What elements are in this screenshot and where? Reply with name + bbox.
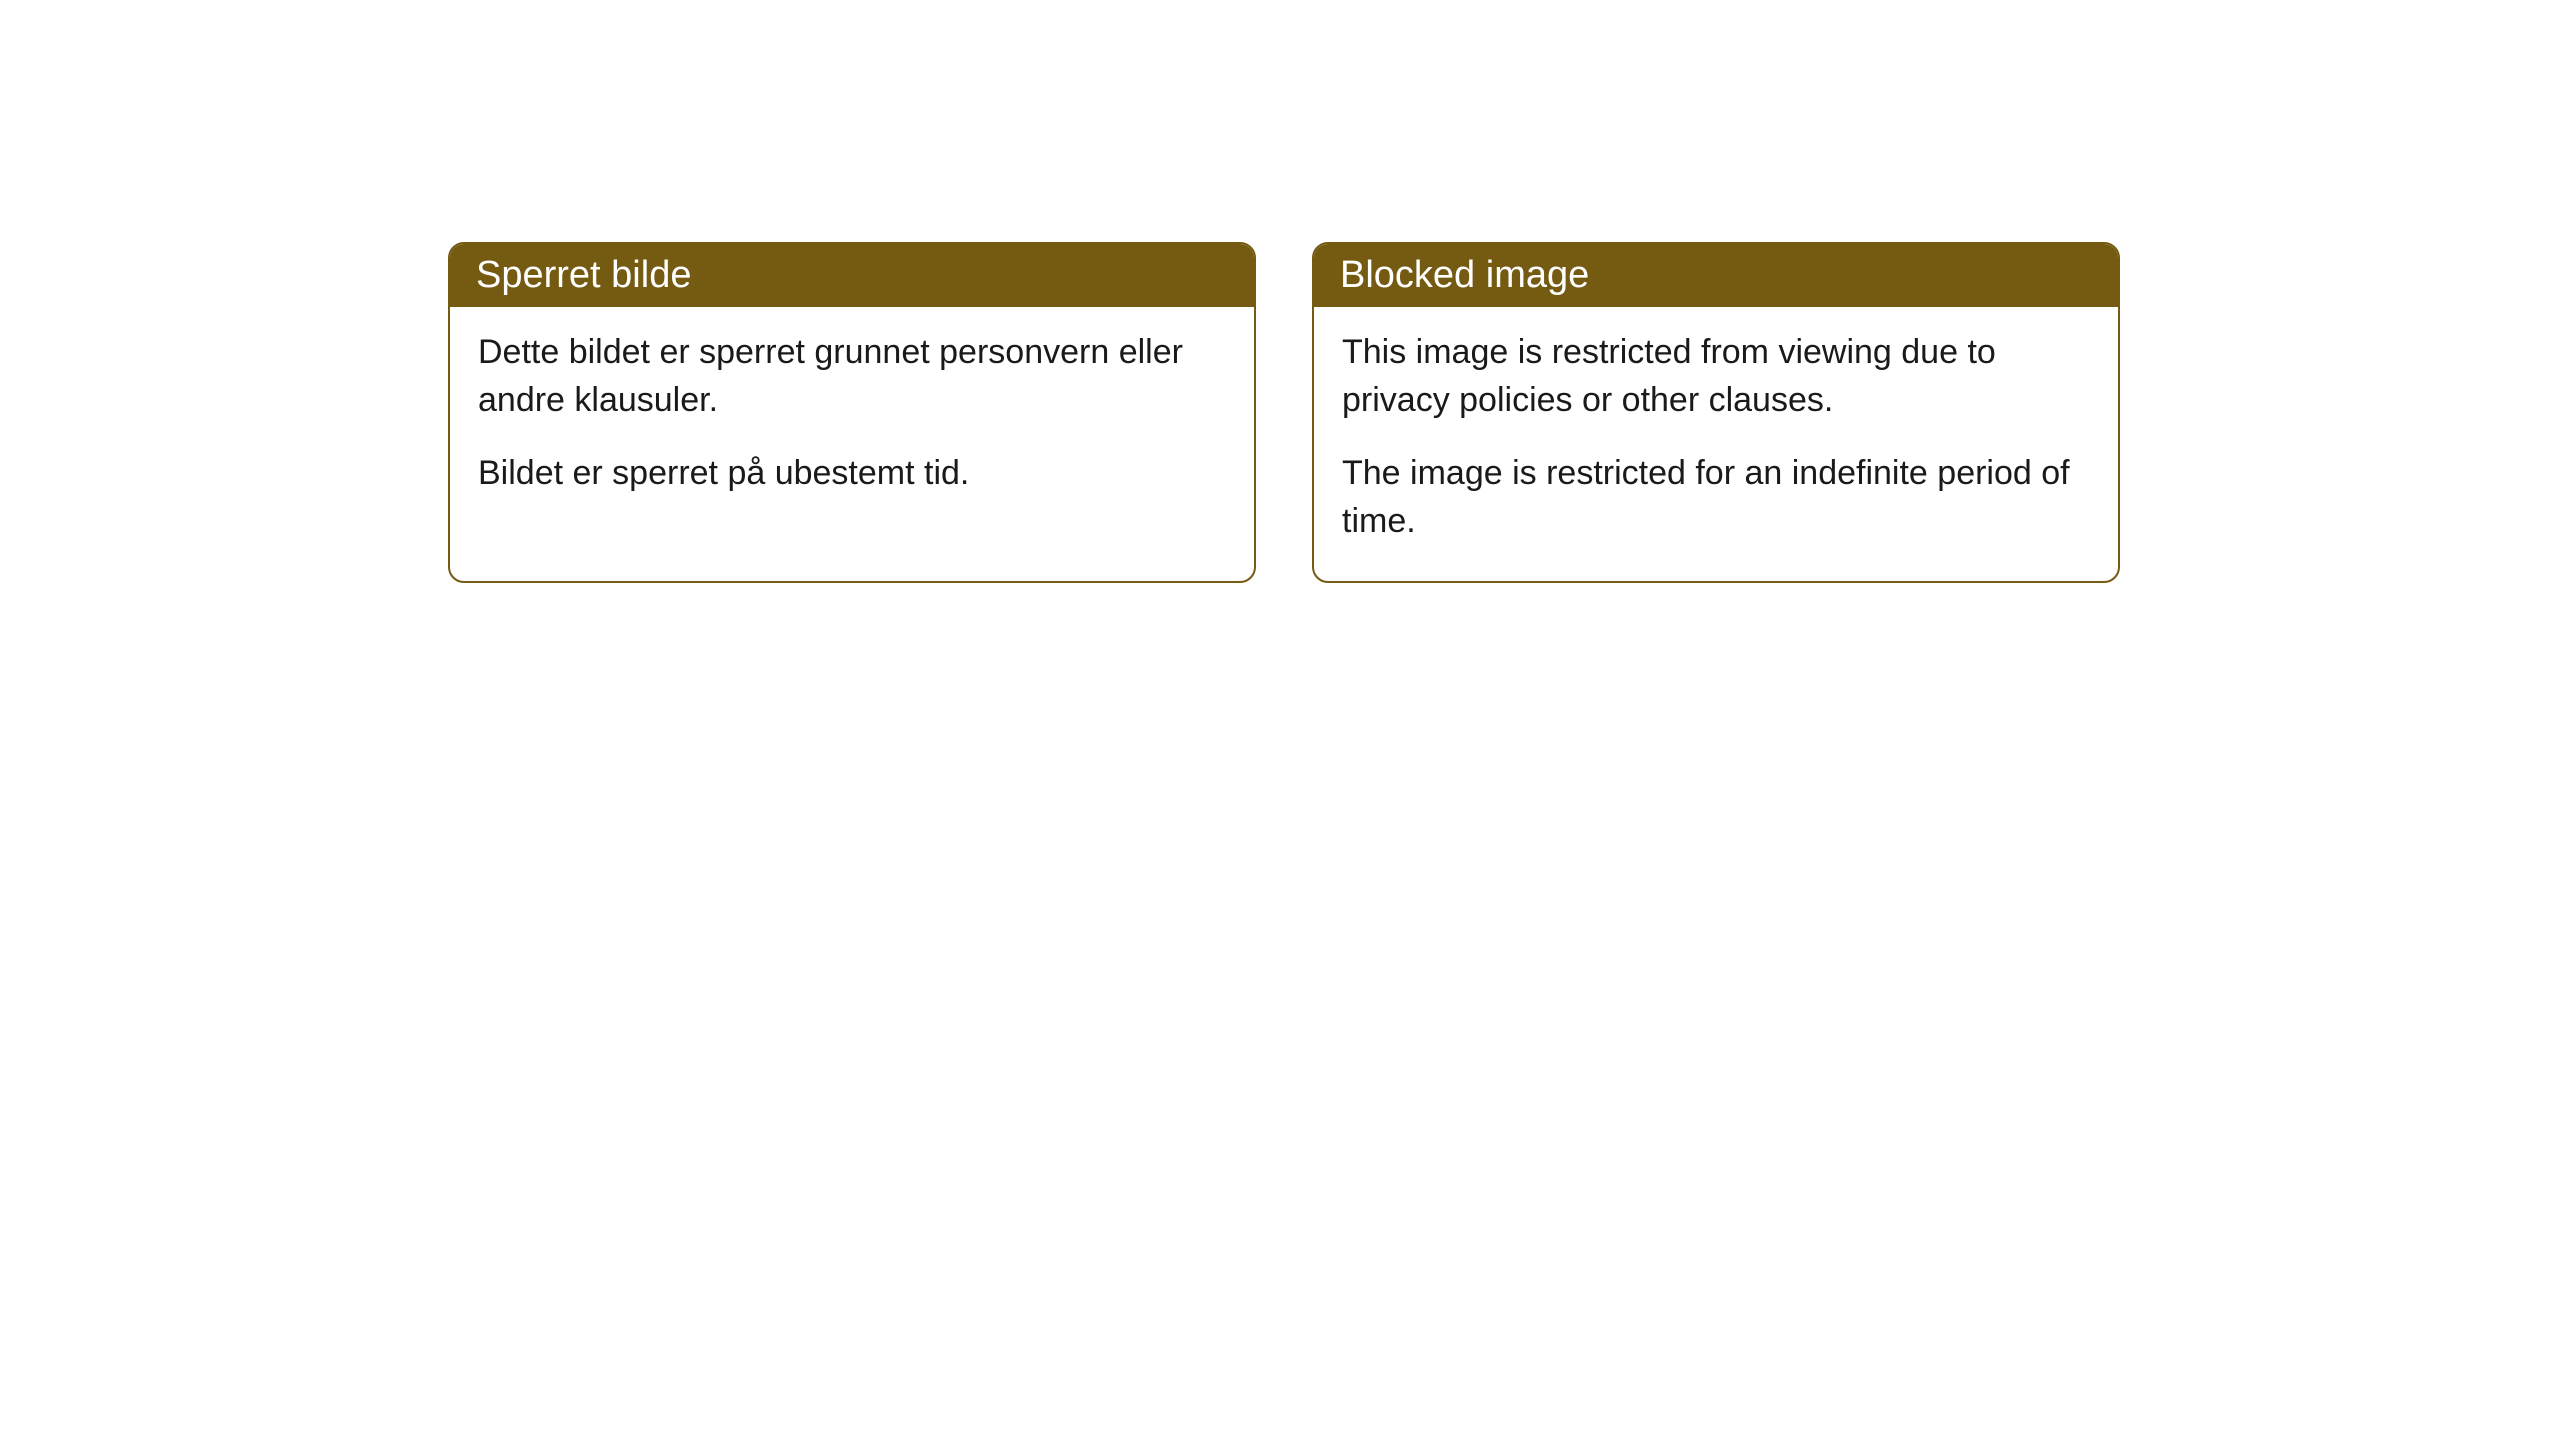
cards-container: Sperret bilde Dette bildet er sperret gr… <box>448 242 2120 583</box>
card-paragraph: The image is restricted for an indefinit… <box>1342 450 2090 545</box>
blocked-image-card-norwegian: Sperret bilde Dette bildet er sperret gr… <box>448 242 1256 583</box>
card-body: Dette bildet er sperret grunnet personve… <box>450 307 1254 534</box>
card-paragraph: Dette bildet er sperret grunnet personve… <box>478 329 1226 424</box>
card-paragraph: Bildet er sperret på ubestemt tid. <box>478 450 1226 498</box>
card-header: Blocked image <box>1314 244 2118 307</box>
card-body: This image is restricted from viewing du… <box>1314 307 2118 581</box>
blocked-image-card-english: Blocked image This image is restricted f… <box>1312 242 2120 583</box>
card-paragraph: This image is restricted from viewing du… <box>1342 329 2090 424</box>
card-title: Sperret bilde <box>476 254 691 296</box>
card-title: Blocked image <box>1340 254 1589 296</box>
card-header: Sperret bilde <box>450 244 1254 307</box>
